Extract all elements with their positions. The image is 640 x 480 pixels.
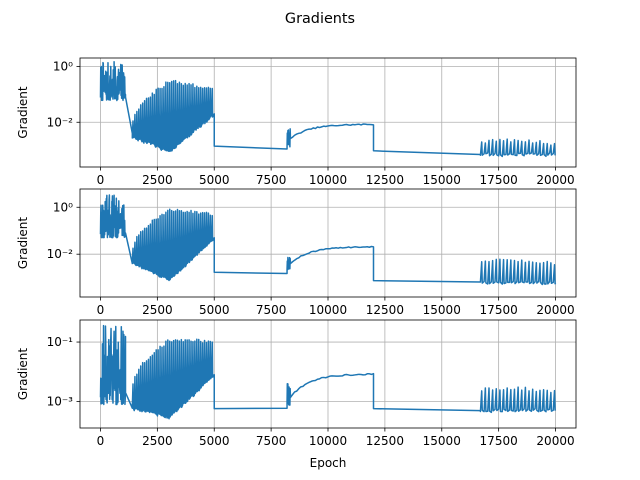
x-tick-label: 10000 — [309, 434, 347, 448]
x-tick-label: 20000 — [536, 303, 574, 317]
x-tick-label: 7500 — [256, 434, 287, 448]
x-tick-label: 12500 — [366, 434, 404, 448]
x-tick-label: 20000 — [536, 173, 574, 187]
x-tick-label: 2500 — [142, 173, 173, 187]
subplot-3: 0 2500 5000 7500 10000 12500 15000 17500 20000 10… — [16, 319, 577, 470]
x-tick-label: 12500 — [366, 173, 404, 187]
x-tick-label: 2500 — [142, 303, 173, 317]
x-tick-label: 7500 — [256, 173, 287, 187]
y-tick-label: 10⁻¹ — [47, 335, 74, 349]
y-axis-label: Gradient — [16, 348, 30, 401]
y-tick-label: 10⁻² — [47, 115, 74, 129]
x-tick-label: 20000 — [536, 434, 574, 448]
x-tick-label: 12500 — [366, 303, 404, 317]
x-tick-label: 10000 — [309, 303, 347, 317]
x-tick-label: 15000 — [423, 434, 461, 448]
x-tick-label: 0 — [97, 434, 105, 448]
x-tick-label: 10000 — [309, 173, 347, 187]
x-tick-label: 17500 — [480, 173, 518, 187]
y-tick-label: 10⁰ — [53, 59, 73, 73]
x-tick-label: 5000 — [199, 434, 230, 448]
y-axis-label: Gradient — [16, 86, 30, 139]
x-tick-label: 0 — [97, 303, 105, 317]
y-axis-label: Gradient — [16, 217, 30, 270]
panels: 0 2500 5000 7500 10000 12500 15000 17500 20000 10… — [16, 57, 577, 470]
x-tick-label: 17500 — [480, 303, 518, 317]
series-line — [99, 194, 557, 286]
x-axis-label: Epoch — [310, 456, 347, 470]
x-tick-label: 5000 — [199, 173, 230, 187]
x-tick-label: 17500 — [480, 434, 518, 448]
x-tick-label: 15000 — [423, 303, 461, 317]
y-tick-label: 10⁰ — [53, 200, 73, 214]
subplot-2: 0 2500 5000 7500 10000 12500 15000 17500 20000 10… — [16, 188, 577, 317]
y-tick-label: 10⁻³ — [47, 395, 74, 409]
figure-title: Gradients — [285, 11, 355, 27]
x-tick-label: 2500 — [142, 434, 173, 448]
series-line — [99, 324, 557, 420]
series-line — [99, 60, 556, 158]
subplot-1: 0 2500 5000 7500 10000 12500 15000 17500 20000 10… — [16, 57, 577, 187]
x-tick-label: 15000 — [423, 173, 461, 187]
y-tick-label: 10⁻² — [47, 247, 74, 261]
x-tick-label: 5000 — [199, 303, 230, 317]
x-tick-label: 7500 — [256, 303, 287, 317]
x-tick-label: 0 — [97, 173, 105, 187]
